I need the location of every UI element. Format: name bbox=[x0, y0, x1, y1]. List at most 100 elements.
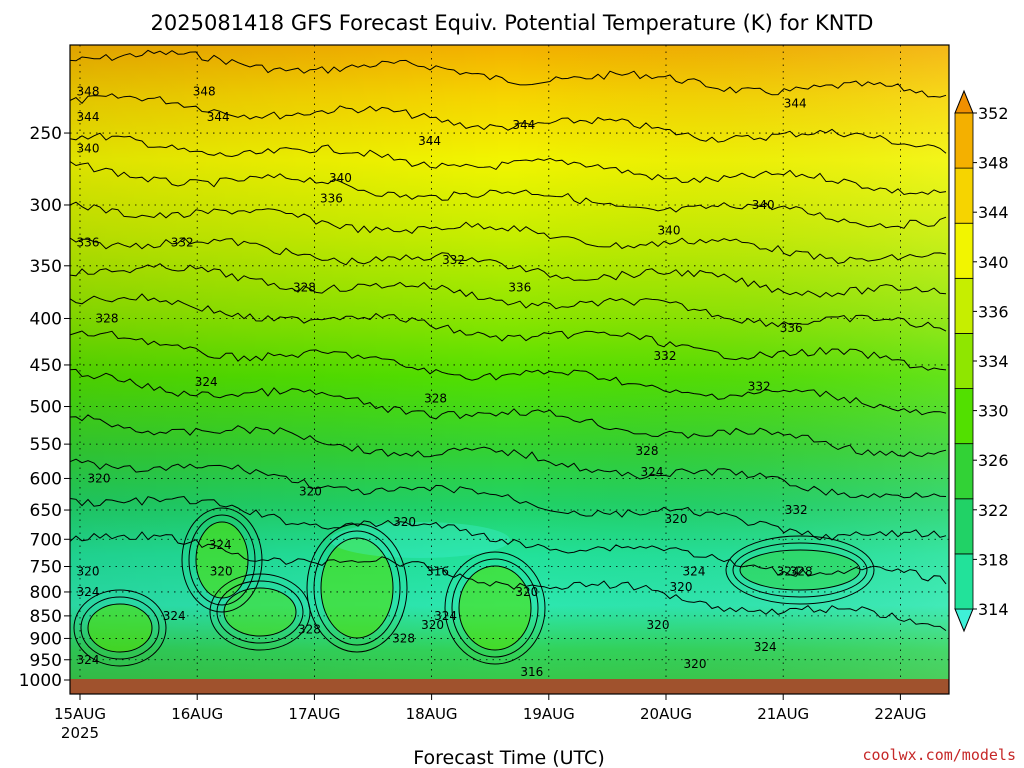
y-tick-label: 350 bbox=[30, 257, 62, 277]
contour-line bbox=[69, 495, 947, 585]
colorbar-label: 330 bbox=[978, 402, 1009, 421]
contour-label: 340 bbox=[658, 223, 681, 237]
colorbar-label: 340 bbox=[978, 253, 1009, 272]
colorbar-segment bbox=[954, 553, 974, 610]
contour-label: 324 bbox=[77, 653, 100, 667]
contour-label: 348 bbox=[77, 84, 100, 98]
contour-label: 344 bbox=[207, 110, 230, 124]
contour-line bbox=[69, 161, 947, 229]
colorbar-triangle-bottom bbox=[954, 608, 974, 633]
colorbar-label: 336 bbox=[978, 302, 1009, 321]
colorbar-label: 352 bbox=[978, 104, 1009, 123]
contour-line bbox=[69, 368, 947, 458]
contour-lines bbox=[69, 49, 947, 667]
contour-loop bbox=[223, 587, 297, 637]
contour-label: 320 bbox=[684, 657, 707, 671]
y-tick-label: 300 bbox=[30, 196, 62, 216]
contour-label: 328 bbox=[293, 281, 316, 295]
x-tick-label: 16AUG bbox=[171, 705, 223, 723]
colorbar-segment bbox=[954, 388, 974, 445]
blob-shade bbox=[459, 566, 531, 650]
contour-loop bbox=[451, 558, 539, 658]
blob-shade bbox=[740, 550, 860, 590]
contour-label: 344 bbox=[77, 110, 100, 124]
y-tick-label: 550 bbox=[30, 435, 62, 455]
contour-label: 320 bbox=[515, 585, 538, 599]
contour-line bbox=[69, 201, 947, 265]
y-axis: 2503003504004505005506006507007508008509… bbox=[19, 124, 70, 691]
contour-label: 320 bbox=[77, 565, 100, 579]
contour-label: 336 bbox=[508, 281, 531, 295]
contour-label: 328 bbox=[96, 311, 119, 325]
contour-line bbox=[69, 414, 947, 499]
contour-loop bbox=[732, 542, 868, 598]
blob-shade bbox=[330, 522, 510, 558]
contour-label: 332 bbox=[442, 253, 465, 267]
contour-label: 336 bbox=[320, 191, 343, 205]
contour-loop bbox=[80, 596, 160, 660]
contour-label: 324 bbox=[683, 565, 706, 579]
contour-label: 320 bbox=[670, 580, 693, 594]
contour-label: 332 bbox=[654, 349, 677, 363]
contour-label: 340 bbox=[77, 142, 100, 156]
plot-frame bbox=[69, 44, 950, 695]
contour-label: 320 bbox=[647, 618, 670, 632]
colorbar-segment bbox=[954, 333, 974, 389]
blob-shade bbox=[224, 588, 296, 636]
contour-label: 340 bbox=[752, 198, 775, 212]
credit-link[interactable]: coolwx.com/models bbox=[862, 746, 1016, 764]
contour-loop bbox=[188, 514, 256, 606]
contour-loop bbox=[458, 565, 532, 651]
chart-title: 2025081418 GFS Forecast Equiv. Potential… bbox=[151, 11, 874, 35]
contour-loop bbox=[739, 549, 861, 591]
colorbar-segment bbox=[954, 112, 974, 169]
contour-label: 344 bbox=[512, 118, 535, 132]
colorbar-label: 326 bbox=[978, 451, 1009, 470]
colorbar-segment bbox=[954, 498, 974, 555]
y-tick-label: 950 bbox=[30, 651, 62, 671]
colorbar-label: 348 bbox=[978, 154, 1009, 173]
contour-label: 320 bbox=[210, 565, 233, 579]
x-tick-label: 18AUG bbox=[406, 705, 458, 723]
colorbar-label: 322 bbox=[978, 501, 1009, 520]
contour-label: 316 bbox=[426, 565, 449, 579]
x-axis: 15AUG 16AUG 17AUG 18AUG 19AUG 20AUG 21AUG 22AUG… bbox=[54, 694, 926, 742]
x-tick-label: 21AUG bbox=[757, 705, 809, 723]
blob-shade bbox=[321, 538, 393, 638]
contour-label: 320 bbox=[299, 484, 322, 498]
contour-label: 332 bbox=[748, 379, 771, 393]
colorbar-label: 318 bbox=[978, 550, 1009, 569]
contour-loop bbox=[320, 537, 394, 639]
x-tick-label: 22AUG bbox=[874, 705, 926, 723]
colorbar-segment bbox=[954, 167, 974, 224]
contour-label: 344 bbox=[418, 134, 441, 148]
x-axis-label: Forecast Time (UTC) bbox=[413, 747, 604, 768]
contour-loop bbox=[181, 507, 263, 613]
contour-label: 332 bbox=[171, 236, 194, 250]
contour-label: 324 bbox=[163, 609, 186, 623]
contour-loop bbox=[306, 523, 408, 653]
contour-label: 336 bbox=[77, 236, 100, 250]
plot-area bbox=[70, 45, 949, 682]
contour-label: 324 bbox=[209, 538, 232, 552]
contour-loop bbox=[209, 573, 311, 651]
contour-line bbox=[69, 49, 947, 98]
y-tick-label: 900 bbox=[30, 629, 62, 649]
contour-label: 316 bbox=[520, 665, 543, 679]
contour-label: 344 bbox=[784, 97, 807, 111]
contour-label: 328 bbox=[790, 565, 813, 579]
y-tick-label: 600 bbox=[30, 469, 62, 489]
contour-loop bbox=[313, 530, 401, 646]
contour-line bbox=[69, 237, 947, 298]
y-tick-label: 450 bbox=[30, 356, 62, 376]
contour-line bbox=[69, 458, 947, 541]
y-tick-label: 700 bbox=[30, 530, 62, 550]
contour-label: 320 bbox=[88, 471, 111, 485]
x-tick-label: 17AUG bbox=[288, 705, 340, 723]
contour-label: 324 bbox=[754, 640, 777, 654]
colorbar-label: 334 bbox=[978, 352, 1009, 371]
ground-band bbox=[70, 679, 949, 694]
x-tick-label: 20AUG bbox=[640, 705, 692, 723]
y-tick-label: 850 bbox=[30, 607, 62, 627]
contour-loop bbox=[73, 589, 167, 667]
